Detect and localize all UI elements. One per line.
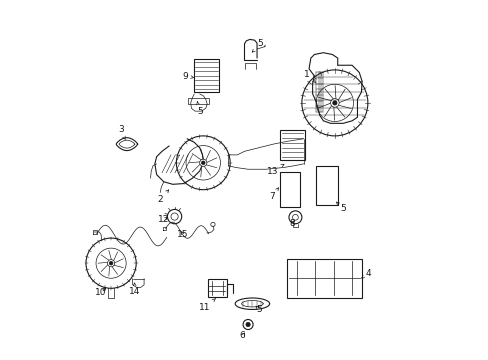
- Text: 5: 5: [336, 202, 346, 213]
- Circle shape: [107, 260, 115, 267]
- Circle shape: [109, 261, 113, 265]
- Text: 14: 14: [129, 283, 141, 296]
- Text: 2: 2: [157, 190, 168, 204]
- Text: 4: 4: [361, 269, 370, 278]
- Text: 3: 3: [118, 125, 125, 140]
- Text: 5: 5: [252, 39, 263, 52]
- Text: 6: 6: [239, 332, 245, 341]
- Bar: [207, 279, 226, 297]
- Bar: [279, 172, 300, 207]
- Text: 10: 10: [95, 288, 106, 297]
- Text: 8: 8: [289, 219, 294, 228]
- Text: 9: 9: [183, 72, 194, 81]
- Bar: [280, 130, 304, 160]
- Bar: [187, 98, 209, 104]
- Text: 11: 11: [199, 298, 215, 312]
- Text: 5: 5: [255, 305, 261, 314]
- Text: 12: 12: [158, 215, 169, 224]
- Text: 1: 1: [304, 70, 315, 82]
- Bar: [193, 59, 219, 92]
- Text: 15: 15: [177, 230, 188, 239]
- Circle shape: [201, 161, 204, 165]
- Circle shape: [330, 99, 339, 107]
- Circle shape: [199, 159, 206, 166]
- Circle shape: [332, 101, 336, 105]
- Text: 13: 13: [266, 164, 284, 176]
- Text: 5: 5: [196, 102, 202, 116]
- Bar: [286, 259, 362, 298]
- Circle shape: [245, 322, 250, 327]
- Text: 7: 7: [269, 188, 278, 201]
- Bar: [315, 166, 337, 205]
